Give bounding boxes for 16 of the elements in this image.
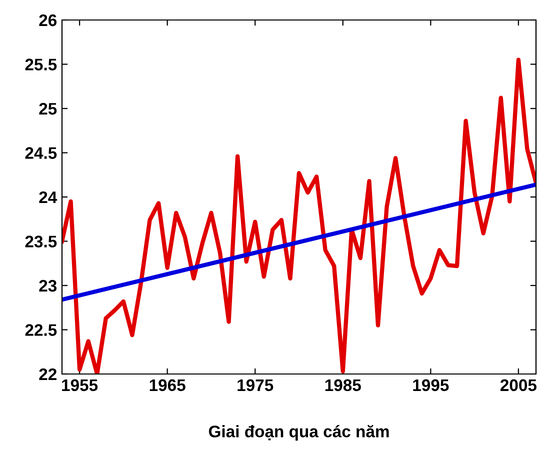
x-tick-label: 1965	[150, 379, 186, 392]
y-tick-label: 22	[39, 368, 56, 380]
y-tick-label: 25.5	[25, 58, 57, 70]
x-tick-label: 2005	[500, 379, 537, 392]
y-tick-label: 26	[39, 14, 57, 26]
y-tick-label: 25	[39, 102, 57, 115]
y-tick-label: 23.5	[25, 236, 57, 248]
x-tick-label: 1975	[238, 379, 274, 392]
y-tick-label: 22.5	[25, 324, 57, 336]
x-tick-label: 1985	[325, 379, 361, 392]
x-tick-label: 1955	[62, 379, 98, 392]
x-axis-title: Giai đoạn qua các năm	[208, 424, 389, 441]
y-tick-label: 24.5	[25, 147, 57, 159]
x-tick-label: 1995	[413, 379, 449, 392]
y-tick-label: 24	[39, 191, 58, 204]
y-tick-label: 23	[39, 280, 57, 292]
